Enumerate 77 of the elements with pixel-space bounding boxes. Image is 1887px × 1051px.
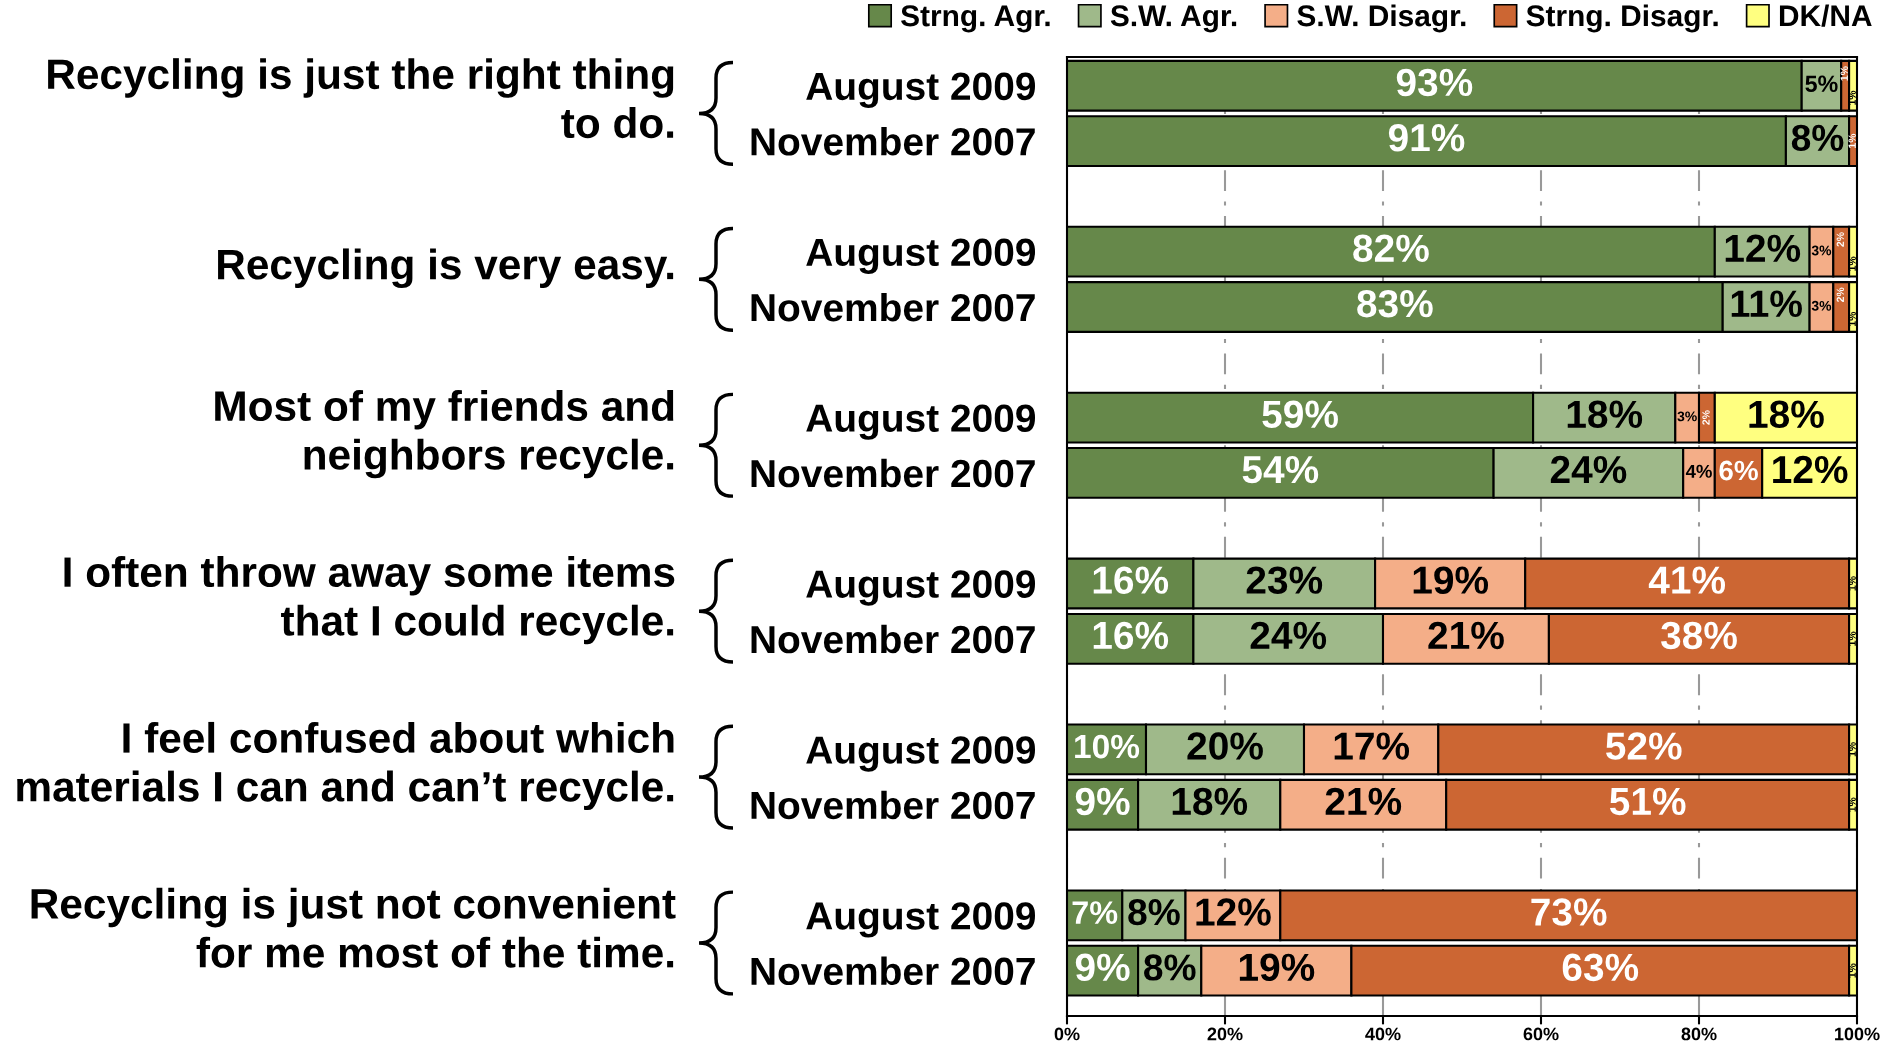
data-label: 1%: [1848, 133, 1856, 148]
data-label: 8%: [1128, 899, 1180, 926]
data-label: 12%: [1773, 455, 1848, 484]
data-label: 24%: [1250, 621, 1327, 650]
data-label: 9%: [1075, 953, 1130, 982]
data-label: 1%: [1840, 66, 1848, 81]
data-label: 20%: [1187, 732, 1263, 760]
text: Most of my friends and neighbors recycle.: [215, 390, 674, 479]
y-tick-label: August 2009: [806, 72, 1036, 108]
data-label: 23%: [1246, 566, 1323, 594]
data-label: 18%: [1749, 400, 1824, 429]
data-label: 21%: [1428, 621, 1504, 650]
data-label: 11%: [1731, 290, 1802, 318]
data-label: 16%: [1093, 621, 1169, 650]
data-label: 93%: [1396, 68, 1473, 97]
data-label: 8%: [1144, 954, 1196, 981]
legend-label: Strng. Disagr.: [1526, 4, 1718, 33]
data-label: 63%: [1562, 953, 1639, 982]
data-label: 73%: [1531, 898, 1607, 926]
data-label: 21%: [1325, 787, 1402, 816]
y-tick-label: November 2007: [751, 624, 1035, 654]
y-tick-label: August 2009: [806, 404, 1036, 440]
legend-label: S.W. Disagr.: [1297, 4, 1466, 33]
data-label: 2%: [1702, 410, 1710, 425]
y-tick-label: August 2009: [806, 570, 1036, 606]
data-label: 12%: [1196, 898, 1271, 926]
text: I often throw away some items that I could recycle.: [64, 556, 675, 645]
text: I feel confused about which materials I can and can’t recycle.: [17, 721, 674, 811]
data-label: 9%: [1075, 787, 1130, 816]
data-label: 19%: [1239, 953, 1315, 982]
data-label: 19%: [1413, 566, 1489, 594]
legend-label: Strng. Agr.: [901, 5, 1050, 33]
y-tick-label: November 2007: [751, 458, 1035, 488]
y-tick-label: August 2009: [806, 736, 1036, 772]
data-label: 2%: [1836, 232, 1844, 247]
legend-label: DK/NA: [1779, 4, 1872, 27]
data-label: 52%: [1605, 732, 1682, 760]
data-label: 51%: [1609, 787, 1686, 816]
data-label: 41%: [1648, 566, 1726, 594]
data-label: 5%: [1805, 75, 1838, 92]
x-tick-label: 60%: [1523, 1027, 1559, 1041]
text: Recycling is just the right thing to do.: [48, 58, 674, 139]
y-tick-label: August 2009: [806, 238, 1036, 274]
y-tick-label: August 2009: [806, 902, 1036, 938]
text: Recycling is just not convenient for me most of the time.: [31, 887, 676, 968]
data-label: 10%: [1075, 734, 1140, 759]
data-label: 3%: [1677, 411, 1697, 422]
data-label: 3%: [1811, 300, 1832, 311]
data-label: 24%: [1550, 455, 1627, 484]
data-label: 91%: [1388, 123, 1465, 152]
data-label: 82%: [1353, 234, 1429, 263]
data-label: 2%: [1836, 287, 1844, 302]
y-tick-label: November 2007: [751, 292, 1035, 322]
data-label: 6%: [1719, 460, 1758, 481]
x-tick-label: 80%: [1681, 1027, 1717, 1041]
y-tick-label: November 2007: [751, 126, 1035, 156]
data-label: 12%: [1725, 234, 1801, 263]
y-tick-label: November 2007: [751, 790, 1035, 820]
data-label: 54%: [1242, 455, 1319, 484]
data-label: 18%: [1567, 400, 1643, 429]
data-label: 3%: [1811, 245, 1832, 256]
data-label: 38%: [1660, 621, 1737, 650]
legend-label: S.W. Agr.: [1110, 5, 1237, 33]
x-tick-label: 20%: [1207, 1027, 1243, 1041]
x-tick-label: 40%: [1365, 1027, 1401, 1041]
data-label: 83%: [1357, 289, 1433, 318]
data-label: 59%: [1262, 400, 1338, 429]
data-label: 17%: [1334, 732, 1410, 760]
data-label: 16%: [1093, 566, 1169, 594]
y-tick-label: November 2007: [751, 956, 1035, 986]
x-tick-label: 0%: [1054, 1027, 1080, 1041]
data-label: 4%: [1685, 464, 1712, 478]
x-tick-label: 100%: [1835, 1027, 1880, 1041]
data-label: 18%: [1172, 787, 1248, 816]
text: Recycling is very easy.: [218, 248, 674, 289]
data-label: 7%: [1072, 901, 1118, 924]
data-label: 8%: [1791, 124, 1844, 152]
